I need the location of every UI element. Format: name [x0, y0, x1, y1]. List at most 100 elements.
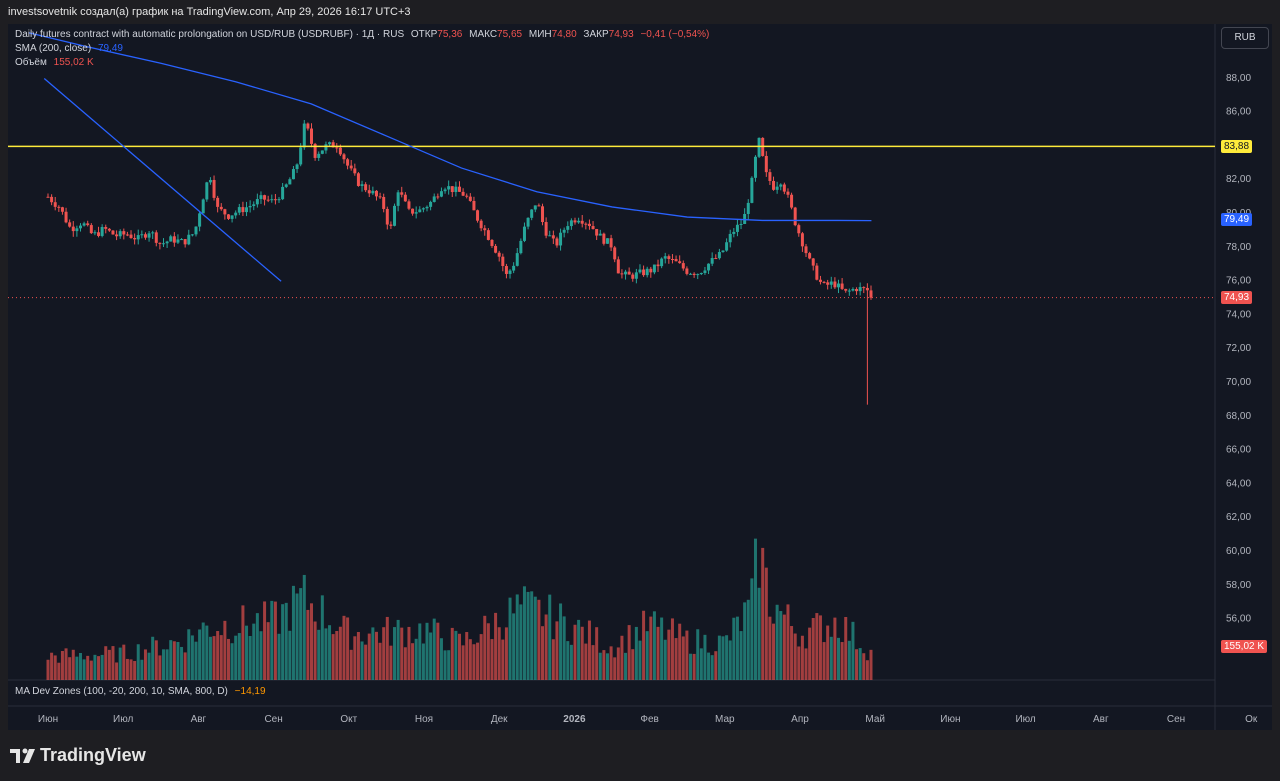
volume-bar: [786, 604, 790, 680]
volume-bar: [60, 651, 64, 680]
candle-body: [165, 241, 169, 244]
candle-body: [627, 271, 631, 275]
candle-body: [389, 224, 393, 226]
candle-body: [403, 194, 407, 202]
candle-body: [703, 270, 707, 274]
candle-body: [699, 273, 703, 275]
candle-body: [418, 209, 422, 213]
candle-body: [374, 190, 378, 197]
candle-body: [692, 273, 696, 275]
volume-badge: 155,02 K: [1221, 640, 1268, 653]
volume-bar: [396, 619, 400, 680]
y-tick-label: 72,00: [1226, 343, 1251, 354]
candle-body: [728, 233, 732, 243]
volume-bar: [544, 614, 548, 680]
volume-bar: [822, 642, 826, 680]
volume-bar: [800, 635, 804, 680]
candle-body: [57, 206, 61, 208]
candle-body: [476, 210, 480, 221]
candle-body: [216, 197, 220, 207]
volume-bar: [685, 630, 689, 680]
candle-body: [443, 189, 447, 192]
volume-bar: [418, 623, 422, 680]
brand-name: TradingView: [40, 745, 146, 765]
candle-body: [205, 182, 209, 200]
candle-body: [255, 199, 259, 205]
volume-bar: [790, 626, 794, 680]
currency-button[interactable]: RUB: [1221, 27, 1269, 49]
volume-bar: [497, 627, 501, 680]
volume-bar: [230, 643, 234, 680]
volume-bar: [371, 627, 375, 680]
sma-badge: 79,49: [1221, 213, 1253, 226]
volume-bar: [245, 625, 249, 680]
volume-bar: [104, 646, 108, 680]
volume-bar: [302, 574, 306, 680]
volume-bar: [663, 639, 667, 680]
volume-bar: [804, 648, 808, 680]
candle-body: [811, 258, 815, 266]
volume-bar: [844, 617, 848, 680]
sma-line: [29, 32, 872, 222]
chart-panel[interactable]: [8, 24, 1272, 730]
volume-bar: [616, 647, 620, 680]
candle-body: [353, 168, 357, 174]
candle-body: [320, 150, 324, 154]
volume-bar: [400, 627, 404, 680]
candle-body: [198, 213, 202, 227]
candle-body: [855, 289, 859, 292]
volume-bar: [407, 626, 411, 680]
volume-bar: [710, 655, 714, 680]
volume-bar: [584, 643, 588, 680]
volume-bar: [259, 631, 263, 680]
volume-bar: [793, 633, 797, 680]
volume-bar: [486, 623, 490, 680]
indicator-label: MA Dev Zones (100, -20, 200, 10, SMA, 80…: [15, 686, 228, 697]
candle-body: [338, 147, 342, 155]
candle-body: [425, 206, 429, 209]
volume-bar: [331, 634, 335, 680]
y-tick-label: 88,00: [1226, 73, 1251, 84]
candle-body: [757, 137, 761, 157]
candle-body: [349, 165, 353, 169]
candle-body: [281, 186, 285, 200]
candle-body: [797, 225, 801, 234]
volume-bar: [667, 629, 671, 680]
volume-bar: [284, 602, 288, 680]
candle-body: [779, 184, 783, 187]
candle-body: [869, 290, 873, 298]
x-tick-label: Сен: [264, 714, 282, 725]
volume-bar: [82, 659, 86, 680]
volume-bar: [64, 648, 68, 680]
volume-bar: [725, 635, 729, 680]
volume-bar: [512, 613, 516, 680]
candle-body: [808, 253, 812, 259]
candle-body: [804, 246, 808, 254]
x-tick-label: Ок: [1245, 714, 1258, 725]
volume-bar: [465, 632, 469, 680]
candle-body: [833, 281, 837, 288]
volume-bar: [237, 633, 241, 680]
volume-bar: [602, 650, 606, 680]
candle-body: [750, 177, 754, 203]
volume-bar: [670, 618, 674, 680]
volume-bar: [508, 597, 512, 680]
candle-body: [190, 234, 194, 236]
candle-body: [847, 290, 851, 292]
volume-bar: [183, 652, 187, 680]
volume-bar: [548, 594, 552, 680]
volume-bar: [78, 652, 82, 680]
volume-bar: [255, 613, 259, 680]
candle-body: [613, 247, 617, 260]
candle-body: [577, 220, 581, 223]
candle-body: [331, 142, 335, 148]
volume-bar: [476, 642, 480, 680]
candle-body: [295, 164, 299, 170]
candle-body: [526, 217, 530, 227]
footer: [0, 730, 1280, 781]
x-tick-label: Июн: [38, 714, 58, 725]
volume-bar: [772, 623, 776, 680]
candle-body: [663, 256, 667, 259]
candle-body: [555, 238, 559, 246]
